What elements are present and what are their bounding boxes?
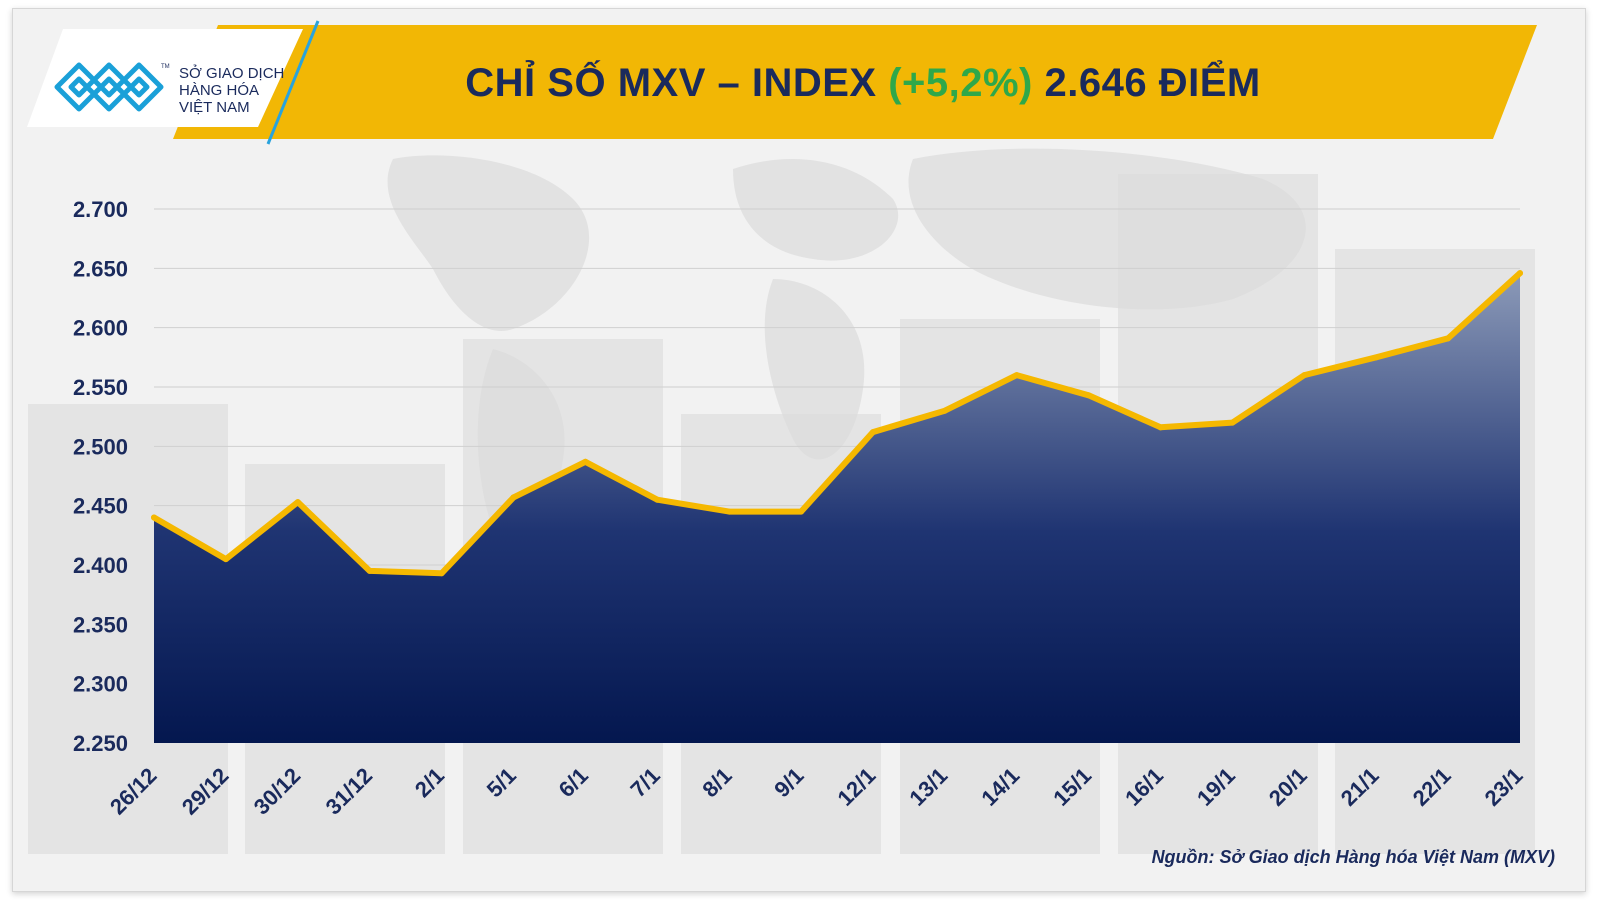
logo-line-3: VIỆT NAM xyxy=(179,99,250,116)
x-tick-label: 30/12 xyxy=(249,763,306,820)
x-tick-label: 12/1 xyxy=(833,763,881,811)
y-tick-label: 2.300 xyxy=(73,672,128,697)
data-point xyxy=(654,496,661,503)
data-point xyxy=(1517,270,1523,277)
logo-panel xyxy=(27,29,303,127)
x-tick-label: 7/1 xyxy=(625,763,664,802)
x-tick-label: 22/1 xyxy=(1408,763,1456,811)
data-point xyxy=(151,514,157,521)
x-tick-label: 16/1 xyxy=(1120,763,1168,811)
data-point xyxy=(1445,335,1452,342)
logo-line-2: HÀNG HÓA xyxy=(179,82,260,99)
y-tick-label: 2.550 xyxy=(73,375,128,400)
data-point xyxy=(1373,354,1380,361)
y-tick-label: 2.650 xyxy=(73,256,128,281)
y-tick-label: 2.450 xyxy=(73,494,128,519)
data-point xyxy=(582,458,589,465)
data-point xyxy=(222,556,229,563)
x-tick-label: 2/1 xyxy=(410,763,449,802)
x-tick-label: 29/12 xyxy=(177,763,234,820)
y-tick-label: 2.700 xyxy=(73,197,128,222)
x-tick-label: 9/1 xyxy=(769,763,808,802)
mxv-logo-icon xyxy=(54,62,164,112)
title-change-percent: (+5,2%) xyxy=(888,61,1033,105)
data-point xyxy=(1013,372,1020,379)
trademark-mark: TM xyxy=(161,64,170,70)
banner-yellow-band xyxy=(173,25,1537,139)
data-point xyxy=(798,508,805,515)
x-tick-label: 26/12 xyxy=(105,763,162,820)
data-point xyxy=(510,494,517,501)
y-tick-label: 2.250 xyxy=(73,731,128,756)
y-tick-label: 2.500 xyxy=(73,434,128,459)
x-tick-label: 19/1 xyxy=(1192,763,1240,811)
logo-line-1: SỞ GIAO DỊCH xyxy=(179,65,285,82)
logo-wordmark: SỞ GIAO DỊCH HÀNG HÓA VIỆT NAM xyxy=(179,65,284,116)
x-axis-ticks: 26/12 29/12 30/12 31/12 2/1 5/1 6/1 7/1 8/1 9/1 12… xyxy=(105,763,1528,820)
chart-title: CHỈ SỐ MXV – INDEX (+5,2%) 2.646 ĐIỂM xyxy=(313,61,1413,106)
title-value: 2.646 ĐIỂM xyxy=(1032,61,1261,105)
x-tick-label: 14/1 xyxy=(976,763,1024,811)
area-chart: 2.250 2.300 2.350 2.400 2.450 2.500 2.550 2.600… xyxy=(73,197,1528,820)
data-point xyxy=(366,567,373,574)
chart-card: TM SỞ GIAO DỊCH HÀNG HÓA VIỆT NAM CHỈ SỐ… xyxy=(12,8,1586,892)
y-tick-label: 2.400 xyxy=(73,553,128,578)
data-point xyxy=(1085,392,1092,399)
y-tick-label: 2.600 xyxy=(73,316,128,341)
data-point xyxy=(869,429,876,436)
x-tick-label: 31/12 xyxy=(321,763,378,820)
data-point xyxy=(1301,372,1308,379)
data-points xyxy=(151,270,1523,577)
x-tick-label: 23/1 xyxy=(1480,763,1528,811)
header-banner xyxy=(27,20,1537,145)
data-point xyxy=(438,570,445,577)
data-point xyxy=(1229,419,1236,426)
banner-accent-line xyxy=(266,20,320,145)
title-main: CHỈ SỐ MXV – INDEX xyxy=(465,61,889,105)
series-area xyxy=(154,273,1520,743)
data-point xyxy=(294,499,301,506)
source-note: Nguồn: Sở Giao dịch Hàng hóa Việt Nam (M… xyxy=(1151,847,1555,867)
x-tick-label: 15/1 xyxy=(1048,763,1096,811)
series-line xyxy=(151,270,1523,577)
x-tick-label: 5/1 xyxy=(482,763,521,802)
y-tick-label: 2.350 xyxy=(73,612,128,637)
y-axis-ticks: 2.250 2.300 2.350 2.400 2.450 2.500 2.550 2.600… xyxy=(73,197,128,756)
data-point xyxy=(1157,424,1164,431)
x-tick-label: 6/1 xyxy=(554,763,593,802)
x-tick-label: 21/1 xyxy=(1336,763,1384,811)
x-tick-label: 8/1 xyxy=(697,763,736,802)
data-point xyxy=(941,407,948,414)
data-point xyxy=(726,508,733,515)
x-tick-label: 20/1 xyxy=(1264,763,1312,811)
x-tick-label: 13/1 xyxy=(904,763,952,811)
